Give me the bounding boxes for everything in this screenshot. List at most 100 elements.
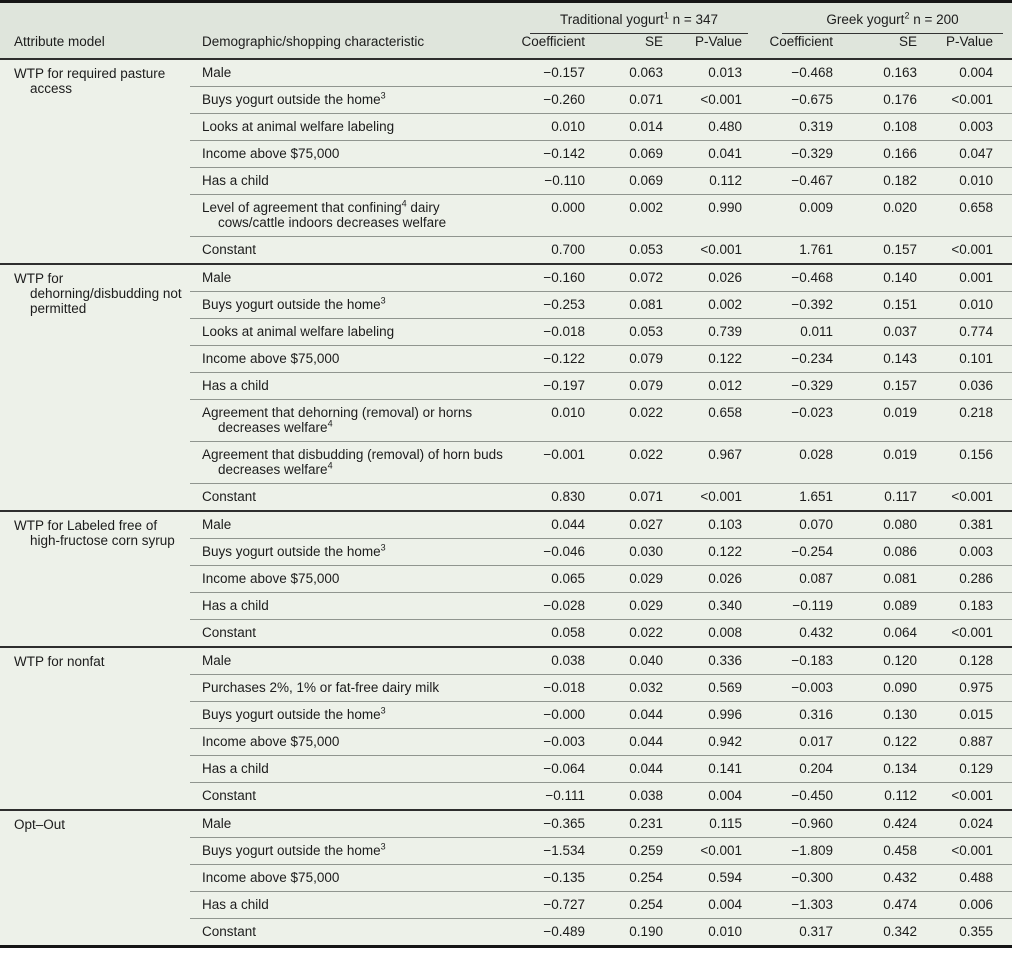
value-cell: 0.087 xyxy=(757,565,848,593)
superscript-footnote-marker: 4 xyxy=(401,198,407,209)
value-cell: 0.128 xyxy=(932,647,1012,675)
value-cell: 0.130 xyxy=(848,701,932,729)
value-cell: <0.001 xyxy=(932,619,1012,648)
value-cell: 0.000 xyxy=(505,194,600,237)
value-cell: 0.053 xyxy=(600,236,678,265)
characteristic-label: Looks at animal welfare labeling xyxy=(202,324,395,339)
characteristic-label: Agreement that disbudding (removal) of h… xyxy=(202,447,503,477)
value-cell: −0.727 xyxy=(505,891,600,919)
value-cell: 0.012 xyxy=(678,372,757,400)
value-cell: 0.044 xyxy=(505,511,600,539)
value-cell: −0.467 xyxy=(757,167,848,195)
characteristic-label: Male xyxy=(202,653,232,668)
table-row: Constant 0.830 0.071 <0.001 1.651 0.117 <0.001 xyxy=(0,483,1012,512)
table-row: WTP for dehorning/disbudding not permitt… xyxy=(0,264,1012,512)
value-cell: 0.071 xyxy=(600,86,678,114)
value-cell: 0.079 xyxy=(600,372,678,400)
value-cell: 0.080 xyxy=(848,511,932,539)
value-cell: 0.024 xyxy=(932,810,1012,838)
value-cell: 0.342 xyxy=(848,918,932,948)
attribute-model-cell: WTP for required pasture access xyxy=(0,59,190,265)
superscript-footnote-marker: 3 xyxy=(380,90,386,101)
value-cell: −0.018 xyxy=(505,674,600,702)
table-row: Purchases 2%, 1% or fat-free dairy milk −… xyxy=(0,674,1012,702)
value-cell: 0.020 xyxy=(848,194,932,237)
value-cell: 0.996 xyxy=(678,701,757,729)
value-cell: 0.115 xyxy=(678,810,757,838)
value-cell: −0.468 xyxy=(757,59,848,87)
value-cell: 0.069 xyxy=(600,140,678,168)
characteristic-label: Buys yogurt outside the home3 xyxy=(202,705,386,722)
value-cell: 0.019 xyxy=(848,441,932,484)
value-cell: 0.942 xyxy=(678,728,757,756)
superscript-footnote-marker: 3 xyxy=(380,841,386,852)
table-row: Agreement that disbudding (removal) of h… xyxy=(0,441,1012,484)
value-cell: −1.809 xyxy=(757,837,848,865)
group-header-greek-yogurt: Greek yogurt2 n = 200 xyxy=(757,1,1012,34)
col-header-se: SE xyxy=(600,34,678,60)
value-cell: 0.001 xyxy=(932,264,1012,292)
value-cell: 0.355 xyxy=(932,918,1012,948)
value-cell: 0.340 xyxy=(678,592,757,620)
value-cell: 0.218 xyxy=(932,399,1012,442)
value-cell: <0.001 xyxy=(678,837,757,865)
value-cell: 0.658 xyxy=(932,194,1012,237)
value-cell: −0.135 xyxy=(505,864,600,892)
characteristic-label: Male xyxy=(202,816,232,831)
characteristic-cell: Constant xyxy=(190,918,505,948)
characteristic-cell: Constant xyxy=(190,782,505,811)
characteristic-cell: Income above $75,000 xyxy=(190,345,505,373)
value-cell: 0.040 xyxy=(600,647,678,675)
value-cell: 0.009 xyxy=(757,194,848,237)
table-row: Constant 0.058 0.022 0.008 0.432 0.064 <0.001 xyxy=(0,619,1012,648)
value-cell: 0.015 xyxy=(932,701,1012,729)
attribute-model-label: Opt–Out xyxy=(14,817,66,832)
value-cell: 0.336 xyxy=(678,647,757,675)
value-cell: 0.122 xyxy=(678,345,757,373)
value-cell: 0.022 xyxy=(600,399,678,442)
value-cell: 0.072 xyxy=(600,264,678,292)
characteristic-label: Has a child xyxy=(202,897,269,912)
characteristic-cell: Has a child xyxy=(190,891,505,919)
value-cell: 0.002 xyxy=(600,194,678,237)
value-cell: <0.001 xyxy=(932,236,1012,265)
value-cell: 0.026 xyxy=(678,565,757,593)
value-cell: 0.143 xyxy=(848,345,932,373)
attribute-model-label: WTP for dehorning/disbudding not permitt… xyxy=(14,271,182,316)
table-row: Constant 0.700 0.053 <0.001 1.761 0.157 <0.001 xyxy=(0,236,1012,265)
characteristic-cell: Male xyxy=(190,647,505,675)
value-cell: −0.329 xyxy=(757,140,848,168)
table-row: WTP for nonfat Male 0.038 0.040 0.336 −0.183 0… xyxy=(0,647,1012,811)
group-header-greek-yogurt-label: Greek yogurt2 n = 200 xyxy=(782,10,1004,34)
value-cell: 0.004 xyxy=(678,782,757,811)
superscript-footnote-marker: 2 xyxy=(904,10,910,21)
value-cell: 0.081 xyxy=(848,565,932,593)
table-row: Buys yogurt outside the home3 −0.046 0.030… xyxy=(0,538,1012,566)
characteristic-cell: Buys yogurt outside the home3 xyxy=(190,291,505,319)
attribute-model-cell: Opt–Out xyxy=(0,810,190,948)
characteristic-label: Income above $75,000 xyxy=(202,734,340,749)
table-row: Income above $75,000 −0.122 0.079 0.122 −0.2… xyxy=(0,345,1012,373)
value-cell: 0.004 xyxy=(678,891,757,919)
characteristic-label: Purchases 2%, 1% or fat-free dairy milk xyxy=(202,680,440,695)
regression-results-table: Attribute model Demographic/shopping cha… xyxy=(0,0,1012,948)
value-cell: 0.010 xyxy=(932,167,1012,195)
col-header-coefficient: Coefficient xyxy=(505,34,600,60)
value-cell: 0.319 xyxy=(757,113,848,141)
value-cell: −0.046 xyxy=(505,538,600,566)
value-cell: 0.480 xyxy=(678,113,757,141)
table-row: WTP for required pasture access Male −0.15… xyxy=(0,59,1012,265)
table-row: Buys yogurt outside the home3 −0.260 0.071… xyxy=(0,86,1012,114)
characteristic-label: Constant xyxy=(202,924,257,939)
value-cell: 0.044 xyxy=(600,728,678,756)
value-cell: 0.122 xyxy=(678,538,757,566)
characteristic-cell: Male xyxy=(190,810,505,838)
value-cell: 0.432 xyxy=(848,864,932,892)
value-cell: 0.887 xyxy=(932,728,1012,756)
value-cell: 0.010 xyxy=(678,918,757,948)
characteristic-label: Male xyxy=(202,270,232,285)
value-cell: 0.120 xyxy=(848,647,932,675)
value-cell: −0.489 xyxy=(505,918,600,948)
value-cell: 0.975 xyxy=(932,674,1012,702)
value-cell: 0.026 xyxy=(678,264,757,292)
